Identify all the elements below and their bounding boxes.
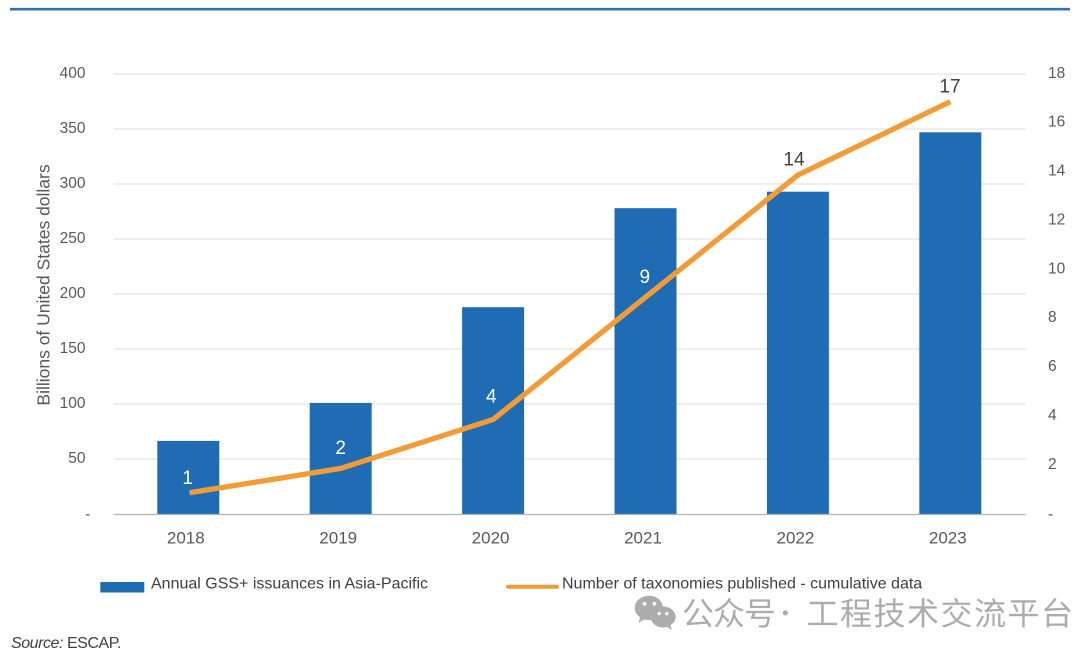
svg-text:8: 8 [1048,309,1057,326]
svg-text:-: - [1048,506,1053,523]
svg-text:300: 300 [60,175,86,192]
svg-text:14: 14 [783,150,805,171]
svg-text:Source: ESCAP.: Source: ESCAP. [11,635,121,652]
svg-text:2021: 2021 [624,529,662,548]
svg-text:2023: 2023 [929,529,967,548]
svg-text:2: 2 [335,438,346,459]
svg-text:2020: 2020 [472,529,510,548]
svg-text:6: 6 [1048,358,1057,375]
svg-text:9: 9 [640,267,651,288]
svg-text:2: 2 [1048,456,1057,473]
svg-text:250: 250 [60,230,86,247]
svg-text:100: 100 [60,395,86,412]
svg-text:350: 350 [60,120,86,137]
svg-text:17: 17 [939,77,960,98]
svg-text:1: 1 [182,468,193,489]
svg-text:14: 14 [1048,163,1066,180]
svg-text:12: 12 [1048,212,1065,229]
svg-text:2018: 2018 [167,529,205,548]
svg-text:4: 4 [486,387,497,408]
svg-text:150: 150 [60,340,86,357]
svg-text:400: 400 [60,65,86,82]
svg-text:Number of taxonomies published: Number of taxonomies published - cumulat… [562,576,922,593]
svg-text:2022: 2022 [776,529,814,548]
svg-text:50: 50 [68,450,86,467]
svg-text:16: 16 [1048,114,1065,131]
svg-text:10: 10 [1048,260,1066,277]
svg-text:4: 4 [1048,407,1057,424]
svg-text:-: - [85,506,90,523]
svg-text:18: 18 [1048,65,1065,82]
svg-text:Annual GSS+ issuances in Asia-: Annual GSS+ issuances in Asia-Pacific [151,576,428,593]
svg-text:Billions of United States doll: Billions of United States dollars [34,164,54,405]
svg-text:2019: 2019 [319,529,357,548]
svg-text:200: 200 [60,285,86,302]
